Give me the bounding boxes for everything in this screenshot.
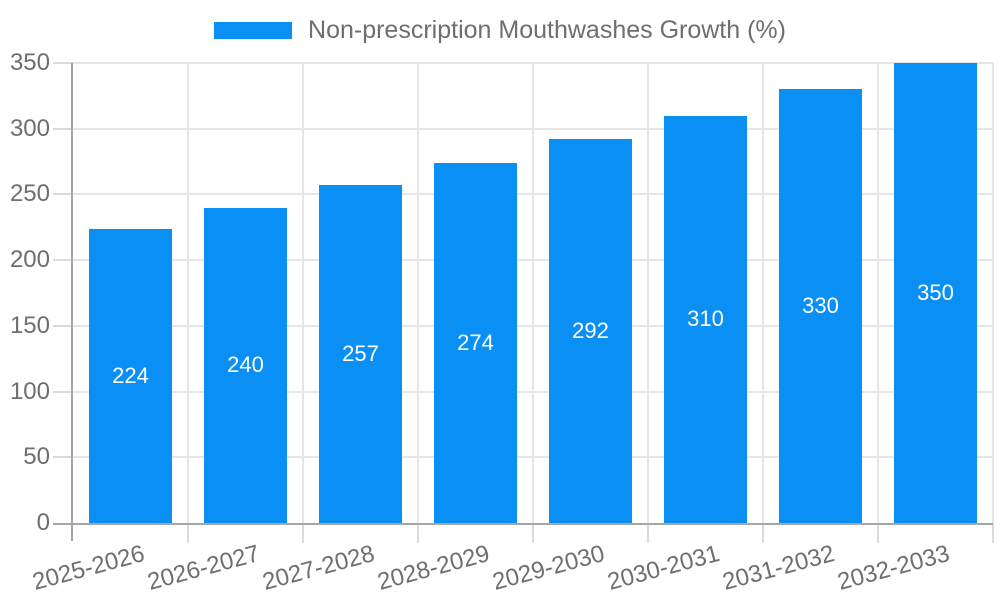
x-tick [187, 523, 189, 543]
y-tick-label: 50 [23, 443, 50, 471]
x-gridline [647, 63, 649, 523]
x-gridline [302, 63, 304, 523]
x-tick-label: 2030-2031 [604, 540, 723, 596]
bar: 292 [549, 139, 632, 523]
y-tick-label: 350 [9, 49, 50, 76]
x-tick [992, 523, 994, 543]
x-tick [417, 523, 419, 543]
x-axis-line [53, 523, 993, 525]
y-tick-label: 0 [36, 509, 50, 536]
bar-value-label: 240 [227, 352, 264, 378]
x-gridline [187, 63, 189, 523]
y-tick [53, 193, 73, 196]
x-gridline [532, 63, 534, 523]
y-tick [53, 62, 73, 64]
bar-value-label: 224 [112, 362, 149, 388]
y-axis-line [71, 63, 73, 541]
bar-value-label: 274 [457, 329, 494, 355]
x-gridline [992, 63, 994, 523]
x-tick-label: 2025-2026 [29, 540, 148, 596]
x-gridline [417, 63, 419, 523]
x-tick-label: 2027-2028 [259, 540, 378, 596]
x-tick [877, 523, 879, 543]
y-tick-label: 150 [9, 311, 50, 339]
y-tick [53, 390, 73, 393]
y-tick [53, 127, 73, 130]
x-tick [647, 523, 649, 543]
x-tick-label: 2031-2032 [719, 540, 838, 596]
y-tick [53, 324, 73, 327]
legend-label: Non-prescription Mouthwashes Growth (%) [308, 16, 786, 44]
bar-value-label: 257 [342, 341, 379, 367]
y-tick-label: 100 [9, 377, 50, 405]
x-tick-label: 2026-2027 [144, 540, 263, 596]
x-tick [762, 523, 764, 543]
x-tick [532, 523, 534, 543]
bar: 350 [894, 63, 977, 523]
chart-legend: Non-prescription Mouthwashes Growth (%) [0, 16, 1000, 44]
bar: 274 [434, 162, 517, 523]
bar: 240 [204, 207, 287, 523]
bar-value-label: 292 [572, 318, 609, 344]
y-tick [53, 456, 73, 459]
bar: 257 [319, 185, 402, 523]
legend-swatch [214, 21, 293, 39]
bar: 330 [779, 89, 862, 523]
x-tick [302, 523, 304, 543]
x-tick-label: 2028-2029 [374, 540, 493, 596]
x-gridline [762, 63, 764, 523]
bar: 224 [89, 228, 172, 523]
bar: 310 [664, 115, 747, 523]
y-tick-label: 300 [9, 114, 50, 142]
bar-value-label: 330 [802, 293, 839, 319]
x-tick-label: 2029-2030 [489, 540, 608, 596]
bar-value-label: 350 [917, 280, 954, 305]
y-tick [53, 259, 73, 262]
y-tick-label: 250 [9, 180, 50, 208]
x-tick-label: 2032-2033 [834, 540, 953, 596]
x-gridline [877, 63, 879, 523]
y-tick-label: 200 [9, 246, 50, 274]
bar-value-label: 310 [687, 306, 724, 332]
